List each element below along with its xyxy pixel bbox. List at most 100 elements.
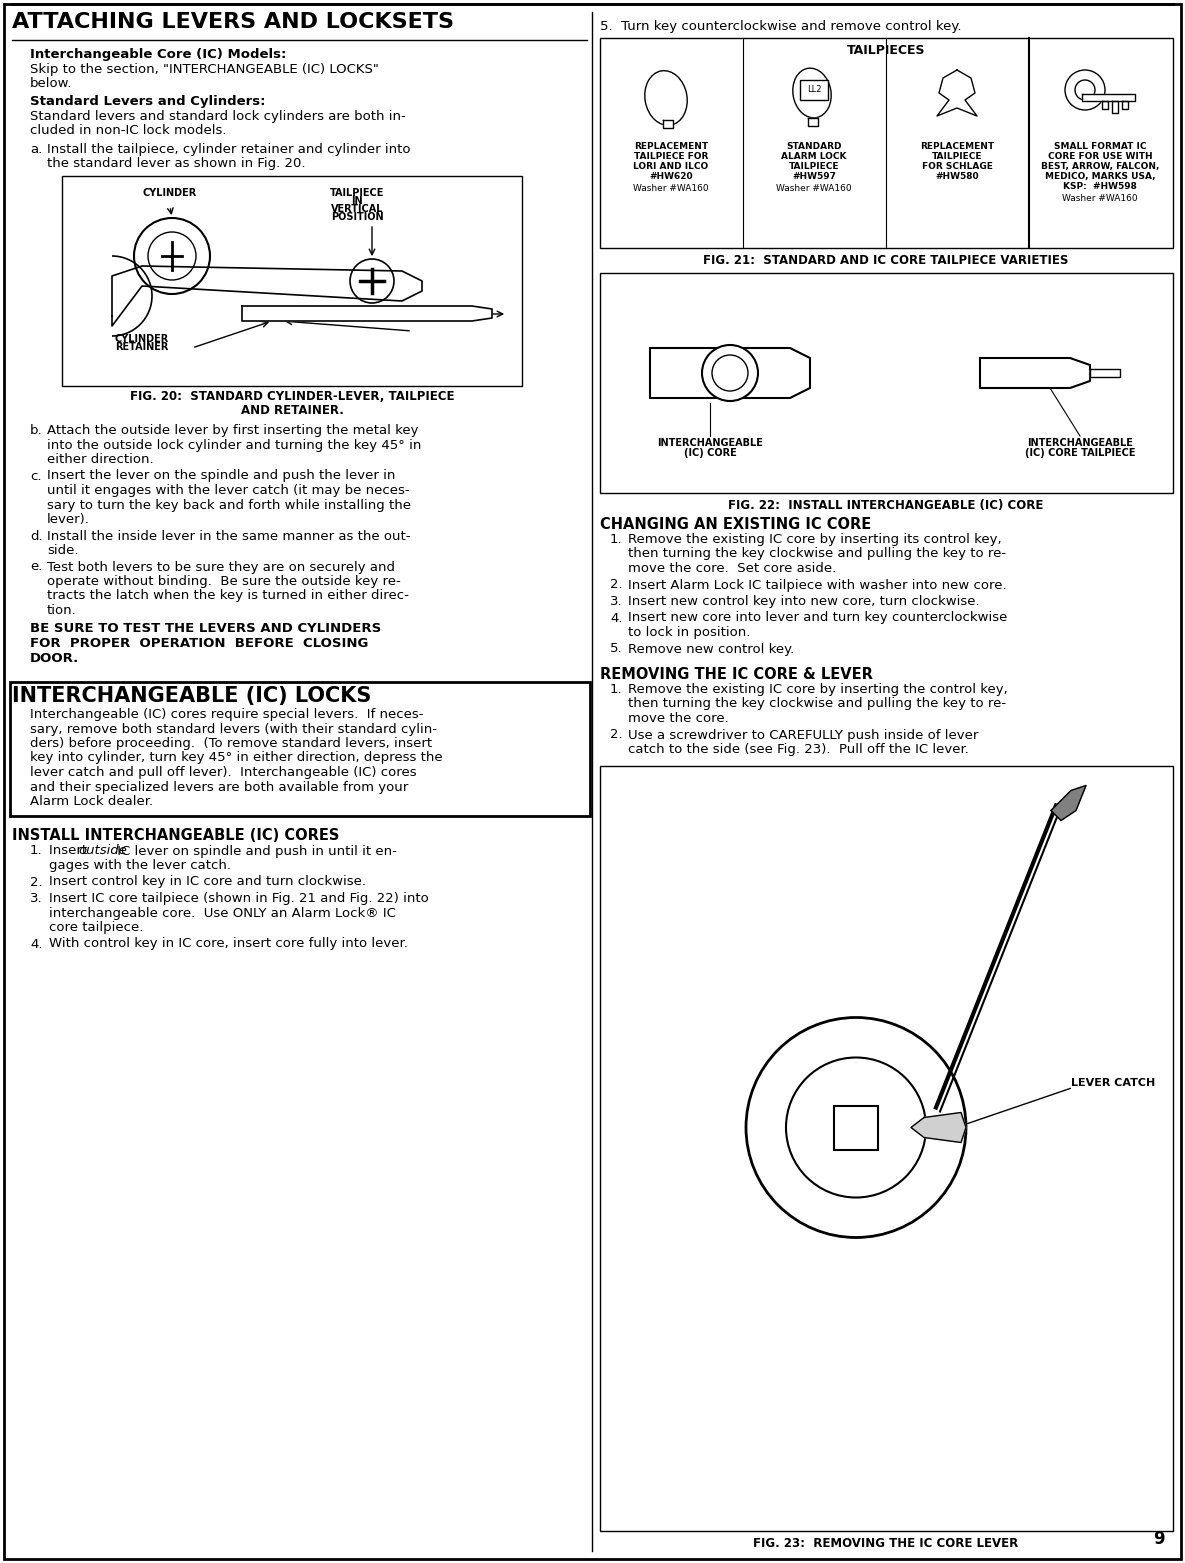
Text: Insert control key in IC core and turn clockwise.: Insert control key in IC core and turn c… (49, 875, 366, 888)
Text: CHANGING AN EXISTING IC CORE: CHANGING AN EXISTING IC CORE (600, 517, 871, 531)
Text: REMOVING THE IC CORE & LEVER: REMOVING THE IC CORE & LEVER (600, 667, 873, 681)
Text: Insert new control key into new core, turn clockwise.: Insert new control key into new core, tu… (628, 596, 980, 608)
Text: AND RETAINER.: AND RETAINER. (241, 403, 344, 417)
Text: RETAINER: RETAINER (115, 342, 168, 352)
Text: until it engages with the lever catch (it may be neces-: until it engages with the lever catch (i… (47, 485, 410, 497)
Text: INTERCHANGEABLE: INTERCHANGEABLE (656, 438, 763, 449)
Polygon shape (113, 266, 422, 327)
Text: Interchangeable Core (IC) Models:: Interchangeable Core (IC) Models: (30, 48, 287, 61)
Text: Standard Levers and Cylinders:: Standard Levers and Cylinders: (30, 95, 265, 108)
Polygon shape (808, 117, 818, 127)
Text: key into cylinder, turn key 45° in either direction, depress the: key into cylinder, turn key 45° in eithe… (30, 752, 443, 764)
Text: then turning the key clockwise and pulling the key to re-: then turning the key clockwise and pulli… (628, 697, 1006, 711)
Text: gages with the lever catch.: gages with the lever catch. (49, 860, 231, 872)
Text: Remove the existing IC core by inserting the control key,: Remove the existing IC core by inserting… (628, 683, 1007, 696)
Text: into the outside lock cylinder and turning the key 45° in: into the outside lock cylinder and turni… (47, 439, 422, 452)
Text: SMALL FORMAT IC: SMALL FORMAT IC (1053, 142, 1146, 152)
Text: TAILPIECE: TAILPIECE (329, 188, 384, 199)
Text: 2.: 2. (610, 728, 622, 741)
Text: 2.: 2. (610, 578, 622, 591)
Text: VERTICAL: VERTICAL (331, 205, 383, 214)
Text: 4.: 4. (610, 611, 622, 625)
Text: a.: a. (30, 142, 43, 156)
Text: (IC) CORE: (IC) CORE (684, 449, 736, 458)
Text: TAILPIECE: TAILPIECE (789, 163, 839, 170)
Text: 3.: 3. (610, 596, 622, 608)
Text: 9: 9 (1153, 1530, 1165, 1547)
Polygon shape (1082, 94, 1135, 102)
Polygon shape (1090, 369, 1120, 377)
Text: INTERCHANGEABLE (IC) LOCKS: INTERCHANGEABLE (IC) LOCKS (12, 686, 371, 706)
Polygon shape (911, 1113, 966, 1143)
Text: FIG. 23:  REMOVING THE IC CORE LEVER: FIG. 23: REMOVING THE IC CORE LEVER (754, 1536, 1019, 1550)
Text: Test both levers to be sure they are on securely and: Test both levers to be sure they are on … (47, 561, 395, 574)
Bar (9, 681, 590, 816)
Text: #HW620: #HW620 (649, 172, 693, 181)
Text: b.: b. (30, 424, 43, 438)
Polygon shape (1122, 102, 1128, 109)
Text: Install the tailpiece, cylinder retainer and cylinder into: Install the tailpiece, cylinder retainer… (47, 142, 410, 156)
Bar (62, 177, 523, 386)
Text: Insert: Insert (49, 844, 91, 858)
Text: TAILPIECE FOR: TAILPIECE FOR (634, 152, 709, 161)
Text: then turning the key clockwise and pulling the key to re-: then turning the key clockwise and pulli… (628, 547, 1006, 561)
Text: REPLACEMENT: REPLACEMENT (634, 142, 709, 152)
Text: Attach the outside lever by first inserting the metal key: Attach the outside lever by first insert… (47, 424, 418, 438)
Text: below.: below. (30, 77, 72, 91)
Text: Washer #WA160: Washer #WA160 (1062, 194, 1138, 203)
Text: to lock in position.: to lock in position. (628, 627, 750, 639)
Text: STANDARD: STANDARD (787, 142, 841, 152)
Bar (600, 38, 1173, 249)
Text: CYLINDER: CYLINDER (115, 334, 169, 344)
Text: FIG. 22:  INSTALL INTERCHANGEABLE (IC) CORE: FIG. 22: INSTALL INTERCHANGEABLE (IC) CO… (729, 499, 1044, 513)
Text: Skip to the section, "INTERCHANGEABLE (IC) LOCKS": Skip to the section, "INTERCHANGEABLE (I… (30, 63, 379, 75)
Text: sary to turn the key back and forth while installing the: sary to turn the key back and forth whil… (47, 499, 411, 511)
Text: CYLINDER: CYLINDER (143, 188, 197, 199)
Text: LL2: LL2 (807, 86, 821, 94)
Polygon shape (651, 349, 811, 399)
Text: Interchangeable (IC) cores require special levers.  If neces-: Interchangeable (IC) cores require speci… (30, 708, 423, 721)
Text: Insert the lever on the spindle and push the lever in: Insert the lever on the spindle and push… (47, 469, 396, 483)
Text: REPLACEMENT: REPLACEMENT (920, 142, 994, 152)
Text: either direction.: either direction. (47, 453, 154, 466)
Text: FIG. 21:  STANDARD AND IC CORE TAILPIECE VARIETIES: FIG. 21: STANDARD AND IC CORE TAILPIECE … (704, 255, 1069, 267)
Text: 4.: 4. (30, 938, 43, 950)
Text: INSTALL INTERCHANGEABLE (IC) CORES: INSTALL INTERCHANGEABLE (IC) CORES (12, 827, 339, 842)
Bar (834, 1105, 878, 1149)
Text: POSITION: POSITION (331, 213, 383, 222)
Text: Insert Alarm Lock IC tailpiece with washer into new core.: Insert Alarm Lock IC tailpiece with wash… (628, 578, 1006, 591)
Bar (600, 766, 1173, 1532)
Polygon shape (242, 306, 492, 320)
Text: FOR  PROPER  OPERATION  BEFORE  CLOSING: FOR PROPER OPERATION BEFORE CLOSING (30, 638, 369, 650)
Bar (600, 274, 1173, 492)
Text: Use a screwdriver to CAREFULLY push inside of lever: Use a screwdriver to CAREFULLY push insi… (628, 728, 979, 741)
Text: #HW597: #HW597 (792, 172, 835, 181)
Polygon shape (1102, 102, 1108, 109)
Text: ATTACHING LEVERS AND LOCKSETS: ATTACHING LEVERS AND LOCKSETS (12, 13, 454, 31)
Text: operate without binding.  Be sure the outside key re-: operate without binding. Be sure the out… (47, 575, 401, 588)
Text: Washer #WA160: Washer #WA160 (633, 184, 709, 192)
Text: IN: IN (351, 195, 363, 206)
Polygon shape (1051, 786, 1085, 821)
Text: CORE FOR USE WITH: CORE FOR USE WITH (1048, 152, 1152, 161)
Circle shape (702, 345, 758, 402)
Polygon shape (980, 358, 1090, 388)
Text: Remove the existing IC core by inserting its control key,: Remove the existing IC core by inserting… (628, 533, 1001, 545)
Text: the standard lever as shown in Fig. 20.: the standard lever as shown in Fig. 20. (47, 158, 306, 170)
Text: move the core.  Set core aside.: move the core. Set core aside. (628, 563, 837, 575)
Text: KSP:  #HW598: KSP: #HW598 (1063, 181, 1136, 191)
Text: tracts the latch when the key is turned in either direc-: tracts the latch when the key is turned … (47, 589, 409, 602)
Text: With control key in IC core, insert core fully into lever.: With control key in IC core, insert core… (49, 938, 408, 950)
Text: catch to the side (see Fig. 23).  Pull off the IC lever.: catch to the side (see Fig. 23). Pull of… (628, 742, 969, 756)
Text: Install the inside lever in the same manner as the out-: Install the inside lever in the same man… (47, 530, 410, 542)
Text: TAILPIECES: TAILPIECES (847, 44, 925, 56)
Text: BEST, ARROW, FALCON,: BEST, ARROW, FALCON, (1040, 163, 1159, 170)
Text: move the core.: move the core. (628, 713, 729, 725)
Text: sary, remove both standard levers (with their standard cylin-: sary, remove both standard levers (with … (30, 722, 437, 736)
Text: 1.: 1. (610, 683, 622, 696)
Text: FOR SCHLAGE: FOR SCHLAGE (922, 163, 993, 170)
Text: BE SURE TO TEST THE LEVERS AND CYLINDERS: BE SURE TO TEST THE LEVERS AND CYLINDERS (30, 622, 382, 636)
Text: Alarm Lock dealer.: Alarm Lock dealer. (30, 796, 153, 808)
Text: 3.: 3. (30, 892, 43, 905)
Text: Standard levers and standard lock cylinders are both in-: Standard levers and standard lock cylind… (30, 109, 405, 123)
